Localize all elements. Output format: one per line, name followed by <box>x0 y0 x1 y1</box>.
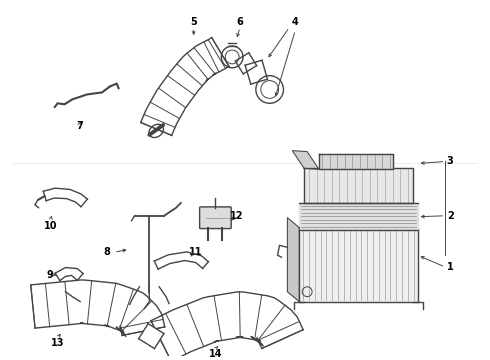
Text: 8: 8 <box>103 247 110 257</box>
Polygon shape <box>31 280 165 337</box>
Polygon shape <box>245 60 268 84</box>
Polygon shape <box>299 228 417 302</box>
Polygon shape <box>141 37 229 135</box>
Text: 10: 10 <box>44 221 57 231</box>
Polygon shape <box>288 218 299 302</box>
Text: 6: 6 <box>237 17 244 27</box>
Text: 12: 12 <box>230 211 244 221</box>
Polygon shape <box>293 150 319 170</box>
Polygon shape <box>235 53 257 74</box>
Polygon shape <box>299 203 417 230</box>
Text: 13: 13 <box>51 338 64 348</box>
Text: 3: 3 <box>447 157 454 166</box>
Polygon shape <box>319 154 393 170</box>
Polygon shape <box>55 267 83 281</box>
Polygon shape <box>139 324 164 348</box>
Text: 14: 14 <box>209 349 222 359</box>
Text: 9: 9 <box>46 270 53 280</box>
Polygon shape <box>151 292 303 360</box>
Polygon shape <box>304 168 413 203</box>
Polygon shape <box>154 252 208 269</box>
Polygon shape <box>43 188 87 207</box>
Text: 11: 11 <box>189 247 202 257</box>
Text: 1: 1 <box>447 262 454 272</box>
Text: 4: 4 <box>292 17 299 27</box>
FancyBboxPatch shape <box>199 207 231 229</box>
Text: 7: 7 <box>76 121 83 131</box>
Text: 5: 5 <box>190 17 197 27</box>
Text: 2: 2 <box>447 211 454 221</box>
